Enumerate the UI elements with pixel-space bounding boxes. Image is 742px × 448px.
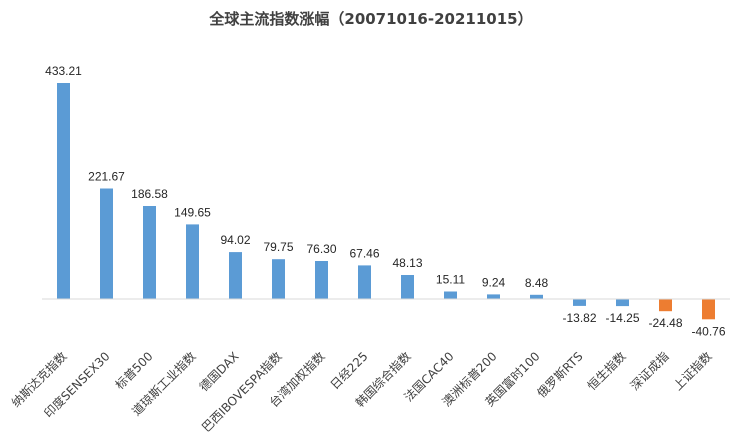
data-label-5: 94.02 xyxy=(220,233,250,247)
bar-1 xyxy=(57,83,70,299)
data-label-11: 9.24 xyxy=(482,275,506,289)
chart-title: 全球主流指数涨幅（20071016-20211015） xyxy=(208,10,532,28)
data-label-7: 76.30 xyxy=(306,242,336,256)
data-label-12: 8.48 xyxy=(525,276,549,290)
bar-10 xyxy=(444,291,457,299)
bar-9 xyxy=(401,275,414,299)
bar-5 xyxy=(229,252,242,299)
data-label-13: -13.82 xyxy=(562,311,596,325)
data-label-15: -24.48 xyxy=(648,316,682,330)
bar-4 xyxy=(186,224,199,299)
data-label-1: 433.21 xyxy=(45,64,82,78)
data-label-6: 79.75 xyxy=(263,240,293,254)
category-label-15: 深证成指 xyxy=(627,349,672,394)
bar-3 xyxy=(143,206,156,299)
data-label-16: -40.76 xyxy=(691,324,725,338)
bar-13 xyxy=(573,299,586,306)
category-label-3: 标普500 xyxy=(113,349,156,392)
data-labels-group: 433.21 221.67 186.58 149.65 94.02 79.75 76.30 6… xyxy=(45,64,726,338)
data-label-2: 221.67 xyxy=(88,170,125,184)
category-label-16: 上证指数 xyxy=(670,349,715,394)
data-label-10: 15.11 xyxy=(436,273,465,287)
data-label-8: 67.46 xyxy=(349,246,379,260)
bar-16 xyxy=(702,299,715,320)
category-label-6: 巴西IBOVESPA指数 xyxy=(198,349,284,435)
bar-11 xyxy=(487,294,500,299)
bar-14 xyxy=(616,299,629,307)
bar-8 xyxy=(358,265,371,299)
category-label-8: 日经225 xyxy=(328,349,371,392)
data-label-14: -14.25 xyxy=(605,311,639,325)
data-label-9: 48.13 xyxy=(392,256,422,270)
data-label-3: 186.58 xyxy=(131,187,168,201)
data-label-4: 149.65 xyxy=(174,205,211,219)
category-label-13: 俄罗斯RTS xyxy=(534,349,585,400)
bars-group xyxy=(57,83,715,320)
category-label-5: 德国DAX xyxy=(196,349,242,395)
bar-15 xyxy=(659,299,672,312)
bar-2 xyxy=(100,188,113,299)
bar-7 xyxy=(315,261,328,299)
bar-6 xyxy=(272,259,285,299)
bar-12 xyxy=(530,294,543,299)
category-label-14: 恒生指数 xyxy=(584,349,629,394)
